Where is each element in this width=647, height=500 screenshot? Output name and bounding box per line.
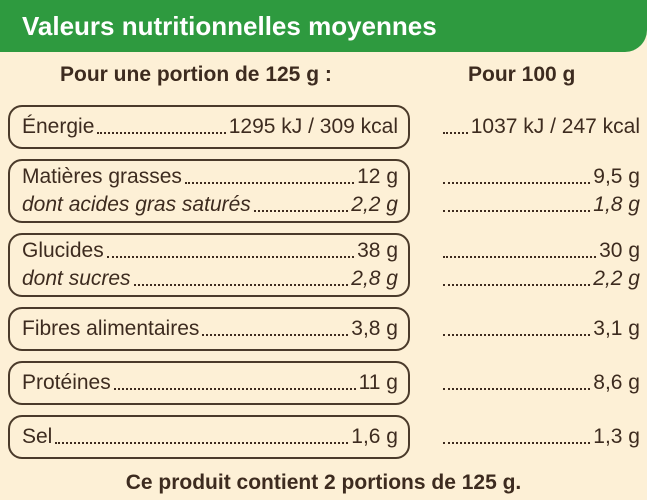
nutrient-label: Protéines (22, 371, 111, 394)
nutrient-row: dont acides gras saturés 2,2 g (22, 191, 398, 219)
portion-value: 38 g (357, 239, 398, 262)
row-box (8, 415, 410, 459)
portion-value: 12 g (357, 165, 398, 188)
nutrient-label: dont acides gras saturés (22, 193, 251, 216)
dot-leader (443, 256, 597, 258)
per100-row: 1037 kJ / 247 kcal (440, 113, 640, 141)
row-box (8, 105, 410, 149)
row-box (8, 361, 410, 405)
dot-leader (55, 442, 349, 444)
portion-value: 1295 kJ / 309 kcal (228, 115, 398, 138)
per100-row: 2,2 g (440, 265, 640, 293)
per100-row: 1,3 g (440, 423, 640, 451)
dot-leader (202, 334, 349, 336)
dot-leader (443, 442, 591, 444)
nutrient-row: Glucides 38 g (22, 237, 398, 265)
nutrient-row: dont sucres 2,8 g (22, 265, 398, 293)
portion-value: 3,8 g (351, 317, 398, 340)
dot-leader (106, 256, 355, 258)
nutrient-row: Énergie 1295 kJ / 309 kcal (22, 113, 398, 141)
row-box (8, 307, 410, 351)
per100-row: 1,8 g (440, 191, 640, 219)
per100-value: 1,3 g (593, 425, 640, 448)
column-header: Pour une portion de 125 g : (60, 63, 332, 86)
dot-leader (443, 210, 591, 212)
footer-note: Ce produit contient 2 portions de 125 g. (125, 471, 522, 494)
header-title: Valeurs nutritionnelles moyennes (0, 0, 647, 52)
per100-value: 8,6 g (593, 371, 640, 394)
per100-value: 1037 kJ / 247 kcal (470, 115, 640, 138)
dot-leader (443, 182, 591, 184)
dot-leader (133, 284, 349, 286)
dot-leader (113, 388, 356, 390)
per100-row: 3,1 g (440, 315, 640, 343)
nutrient-row: Sel 1,6 g (22, 423, 398, 451)
nutrient-row: Matières grasses 12 g (22, 163, 398, 191)
nutrient-label: Matières grasses (22, 165, 182, 188)
portion-value: 2,2 g (351, 193, 398, 216)
dot-leader (184, 182, 355, 184)
nutrient-label: Fibres alimentaires (22, 317, 200, 340)
nutrient-label: dont sucres (22, 267, 131, 290)
nutrient-row: Fibres alimentaires 3,8 g (22, 315, 398, 343)
nutrient-label: Glucides (22, 239, 104, 262)
portion-value: 1,6 g (351, 425, 398, 448)
per100-value: 1,8 g (593, 193, 640, 216)
per100-row: 9,5 g (440, 163, 640, 191)
column-header: Pour 100 g (468, 63, 576, 86)
nutrient-row: Protéines 11 g (22, 369, 398, 397)
dot-leader (253, 210, 349, 212)
nutrient-label: Énergie (22, 115, 95, 138)
per100-row: 8,6 g (440, 369, 640, 397)
per100-row: 30 g (440, 237, 640, 265)
portion-value: 2,8 g (351, 267, 398, 290)
dot-leader (443, 284, 591, 286)
dot-leader (443, 334, 591, 336)
per100-value: 9,5 g (593, 165, 640, 188)
dot-leader (443, 388, 591, 390)
per100-value: 2,2 g (593, 267, 640, 290)
dot-leader (97, 132, 226, 134)
row-box (8, 233, 410, 297)
per100-value: 30 g (599, 239, 640, 262)
nutrient-label: Sel (22, 425, 53, 448)
dot-leader (443, 132, 468, 134)
row-box (8, 159, 410, 223)
per100-value: 3,1 g (593, 317, 640, 340)
portion-value: 11 g (358, 371, 398, 394)
